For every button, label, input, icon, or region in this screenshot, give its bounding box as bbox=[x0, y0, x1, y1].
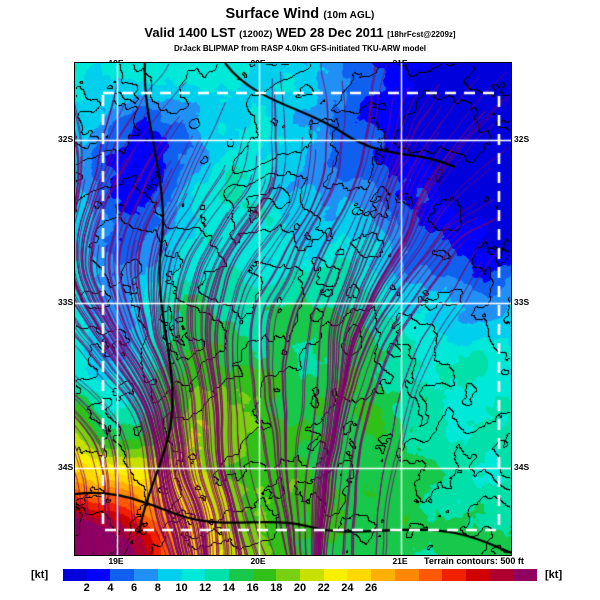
colorbar-tick-12: 12 bbox=[199, 582, 212, 594]
valid-zulu-time: (1200Z) bbox=[239, 29, 273, 40]
colorbar-tick-2: 2 bbox=[83, 582, 90, 594]
colorbar-swatch-3 bbox=[134, 569, 158, 581]
lat-label-right-1: 33S bbox=[514, 297, 530, 307]
colorbar-tick-10: 10 bbox=[175, 582, 188, 594]
colorbar-tick-24: 24 bbox=[341, 582, 354, 594]
wind-map[interactable] bbox=[74, 62, 512, 556]
wind-field-canvas[interactable] bbox=[75, 63, 511, 555]
valid-date: WED 28 Dec 2011 bbox=[275, 25, 384, 40]
lat-label-left-2: 34S bbox=[58, 462, 74, 472]
title-block: Surface Wind (10m AGL) Valid 1400 LST (1… bbox=[0, 6, 600, 54]
colorbar-swatch-2 bbox=[110, 569, 135, 581]
colorbar-tick-4: 4 bbox=[107, 582, 114, 594]
colorbar-tick-16: 16 bbox=[246, 582, 259, 594]
lat-label-right-0: 32S bbox=[514, 134, 530, 144]
colorbar-swatch-8 bbox=[252, 569, 277, 581]
colorbar-swatch-4 bbox=[157, 569, 182, 581]
valid-time-line: Valid 1400 LST (1200Z) WED 28 Dec 2011 [… bbox=[0, 25, 600, 42]
model-attribution: DrJack BLIPMAP from RASP 4.0km GFS-initi… bbox=[173, 44, 427, 53]
colorbar-swatch-12 bbox=[347, 569, 372, 581]
lat-label-left-1: 33S bbox=[58, 297, 74, 307]
colorbar-swatch-18 bbox=[489, 569, 514, 581]
colorbar-gradient bbox=[63, 569, 538, 581]
colorbar-tick-14: 14 bbox=[222, 582, 236, 594]
colorbar-unit-right: [kt] bbox=[545, 569, 563, 581]
lat-label-right-2: 34S bbox=[514, 462, 530, 472]
colorbar-swatch-13 bbox=[371, 569, 395, 581]
colorbar-legend: [kt] [kt] 2 4 6 8 10 12 14 16 18 20 22 24 26 bbox=[0, 569, 600, 599]
forecast-tag: [18hrFcst@2209z] bbox=[387, 30, 456, 39]
page-title: Surface Wind (10m AGL) bbox=[0, 6, 600, 24]
colorbar-tick-18: 18 bbox=[270, 582, 283, 594]
colorbar-swatch-9 bbox=[276, 569, 301, 581]
lat-label-left-0: 32S bbox=[58, 134, 74, 144]
colorbar-swatch-7 bbox=[228, 569, 253, 581]
lon-label-bottom-2: 21E bbox=[392, 556, 408, 566]
colorbar-unit-left: [kt] bbox=[31, 569, 49, 581]
colorbar-tick-labels: 2 4 6 8 10 12 14 16 18 20 22 24 26 bbox=[63, 582, 537, 596]
colorbar-tick-20: 20 bbox=[293, 582, 307, 594]
terrain-contour-note: Terrain contours: 500 ft bbox=[424, 556, 524, 566]
colorbar-swatch-14 bbox=[394, 569, 419, 581]
colorbar-tick-22: 22 bbox=[317, 582, 330, 594]
colorbar-swatch-10 bbox=[300, 569, 324, 581]
colorbar-swatch-19 bbox=[513, 569, 538, 581]
colorbar-swatch-0 bbox=[63, 569, 87, 581]
colorbar-swatch-17 bbox=[465, 569, 490, 581]
title-altitude: (10m AGL) bbox=[323, 10, 375, 21]
colorbar-swatch-1 bbox=[86, 569, 111, 581]
lon-label-bottom-1: 20E bbox=[250, 556, 266, 566]
colorbar-tick-8: 8 bbox=[154, 582, 161, 594]
title-main: Surface Wind bbox=[225, 6, 320, 22]
colorbar-tick-6: 6 bbox=[131, 582, 138, 594]
valid-local-time: Valid 1400 LST bbox=[144, 25, 236, 40]
lon-label-bottom-0: 19E bbox=[108, 556, 124, 566]
colorbar-swatch-16 bbox=[442, 569, 466, 581]
colorbar-tick-26: 26 bbox=[364, 582, 378, 594]
colorbar-swatch-6 bbox=[205, 569, 229, 581]
colorbar-swatch-5 bbox=[181, 569, 206, 581]
colorbar-swatch-15 bbox=[418, 569, 443, 581]
colorbar-swatch-11 bbox=[323, 569, 348, 581]
